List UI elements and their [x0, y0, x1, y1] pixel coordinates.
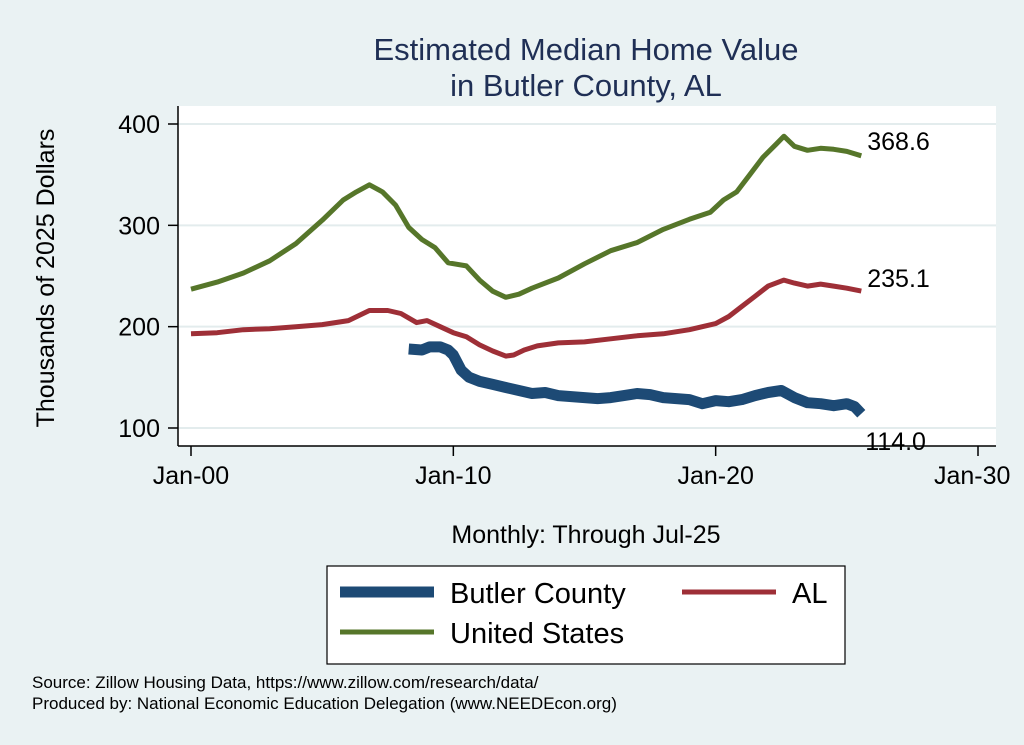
y-ticks: 100 200 300 400: [118, 111, 178, 443]
end-label-al: 235.1: [867, 265, 930, 293]
x-axis-label: Monthly: Through Jul-25: [451, 521, 720, 549]
plot-area: [178, 106, 996, 446]
x-tick-label-2: Jan-20: [677, 462, 753, 490]
series-group: [190, 133, 866, 418]
legend-label-united-states: United States: [450, 618, 624, 650]
legend-label-al: AL: [792, 578, 827, 610]
chart-title-line2: in Butler County, AL: [450, 68, 722, 103]
x-tick-label-3: Jan-30: [934, 462, 1010, 490]
y-tick-label-200: 200: [118, 314, 160, 342]
y-tick-label-400: 400: [118, 111, 160, 139]
series-line-butler-county: [408, 341, 866, 418]
x-tick-label-0: Jan-00: [153, 462, 229, 490]
series-line-al: [190, 277, 862, 359]
source-line2: Produced by: National Economic Education…: [32, 694, 617, 713]
x-ticks: Jan-00 Jan-10 Jan-20 Jan-30: [153, 446, 1010, 490]
y-tick-label-300: 300: [118, 212, 160, 240]
series-line-united-states: [190, 133, 863, 300]
source-line1: Source: Zillow Housing Data, https://www…: [32, 673, 539, 692]
y-axis-label: Thousands of 2025 Dollars: [32, 129, 60, 428]
y-tick-label-100: 100: [118, 415, 160, 443]
end-label-united-states: 368.6: [867, 128, 930, 156]
chart-title-line1: Estimated Median Home Value: [373, 32, 798, 67]
legend-box: [326, 565, 846, 665]
legend-label-butler-county: Butler County: [450, 578, 626, 610]
x-tick-label-1: Jan-10: [415, 462, 491, 490]
end-label-butler-county: 114.0: [865, 428, 926, 456]
legend: Butler County AL United States: [326, 565, 846, 665]
end-labels: 114.0 235.1 368.6: [865, 128, 930, 456]
